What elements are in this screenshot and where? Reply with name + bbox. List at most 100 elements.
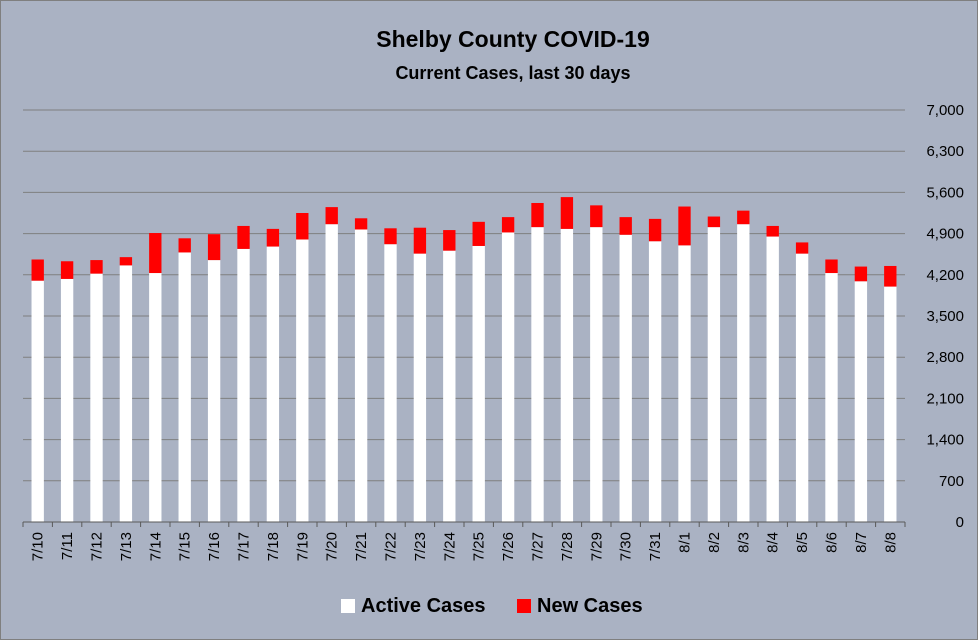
bar-active-cases (590, 227, 603, 522)
bar-new-cases (443, 230, 456, 251)
x-tick-label: 7/19 (294, 532, 311, 561)
bar-active-cases (325, 224, 338, 522)
x-tick-label: 7/12 (89, 532, 106, 561)
axes: 0 700 1,400 2,100 2,800 3,500 4,200 4,900 5,600 6… (22, 102, 964, 561)
bar-new-cases (354, 218, 368, 230)
bar-active-cases (413, 253, 427, 522)
bar-new-cases (31, 259, 44, 281)
x-tick-label: 7/25 (471, 532, 488, 561)
x-tick-label: 7/30 (618, 532, 635, 561)
x-tick-label: 8/1 (677, 532, 694, 553)
bar-new-cases (707, 216, 721, 228)
bar-new-cases (178, 238, 191, 253)
bar-new-cases (266, 228, 280, 247)
legend-swatch-new (517, 599, 531, 613)
bar-active-cases (296, 239, 309, 522)
bars (31, 197, 897, 523)
x-tick-label: 7/28 (559, 532, 576, 561)
bar-active-cases (207, 260, 221, 522)
bar-new-cases (678, 206, 691, 246)
chart-title: Shelby County COVID-19 (376, 26, 649, 52)
bar-new-cases (149, 233, 162, 274)
x-tick-label: 7/26 (500, 532, 517, 561)
bar-new-cases (325, 207, 338, 225)
y-tick-label: 1,400 (926, 432, 964, 449)
x-tick-label: 7/11 (59, 532, 76, 560)
bar-active-cases (825, 273, 838, 522)
bar-new-cases (119, 257, 133, 266)
x-tick-label: 7/31 (647, 532, 664, 561)
x-tick-label: 7/21 (353, 532, 370, 561)
bar-active-cases (531, 227, 544, 522)
bar-new-cases (884, 265, 897, 287)
bar-active-cases (854, 281, 868, 522)
bar-new-cases (590, 205, 603, 228)
bar-active-cases (149, 273, 162, 522)
bar-new-cases (795, 242, 809, 254)
legend-label-new: New Cases (537, 595, 643, 617)
y-tick-label: 3,500 (926, 308, 964, 325)
bar-new-cases (854, 266, 868, 282)
bar-active-cases (119, 265, 133, 522)
bar-active-cases (266, 246, 280, 522)
bar-active-cases (237, 248, 250, 522)
x-tick-label: 7/18 (265, 532, 282, 561)
x-tick-label: 7/10 (30, 532, 47, 561)
bar-new-cases (619, 217, 632, 235)
x-tick-label: 7/27 (530, 532, 547, 561)
chart-subtitle: Current Cases, last 30 days (395, 63, 630, 83)
bar-new-cases (560, 197, 574, 229)
bar-active-cases (648, 241, 662, 522)
bar-new-cases (90, 260, 103, 274)
y-tick-label: 2,100 (926, 390, 964, 407)
bar-active-cases (884, 286, 897, 522)
y-tick-label: 7,000 (926, 102, 964, 119)
bar-active-cases (354, 229, 368, 523)
bar-new-cases (237, 225, 250, 249)
y-tick-label: 4,200 (926, 267, 964, 284)
y-tick-label: 5,600 (926, 184, 964, 201)
x-tick-label: 8/7 (853, 532, 870, 553)
bar-active-cases (678, 245, 691, 522)
bar-new-cases (296, 213, 309, 240)
bar-active-cases (60, 278, 74, 522)
y-tick-label: 6,300 (926, 143, 964, 160)
bar-active-cases (795, 253, 809, 522)
bar-new-cases (648, 218, 662, 242)
bar-new-cases (737, 210, 750, 225)
x-tick-label: 7/22 (383, 532, 400, 561)
bar-active-cases (178, 252, 191, 523)
bar-active-cases (707, 227, 721, 522)
x-tick-label: 7/17 (236, 532, 253, 561)
x-tick-label: 8/8 (882, 532, 899, 553)
bar-new-cases (825, 259, 838, 274)
bar-new-cases (766, 225, 779, 237)
x-tick-label: 8/5 (794, 532, 811, 553)
bar-new-cases (384, 228, 397, 245)
x-tick-label: 7/14 (147, 532, 164, 561)
bar-new-cases (207, 234, 221, 261)
bar-active-cases (90, 273, 103, 522)
x-tick-label: 7/24 (441, 532, 458, 561)
x-tick-label: 8/3 (735, 532, 752, 553)
bar-new-cases (501, 217, 515, 233)
bar-active-cases (766, 236, 779, 523)
x-tick-label: 8/4 (765, 532, 782, 553)
y-tick-label: 4,900 (926, 226, 964, 243)
x-tick-label: 7/13 (118, 532, 135, 561)
bar-active-cases (737, 224, 750, 522)
bar-new-cases (413, 227, 427, 254)
legend-label-active: Active Cases (361, 595, 486, 617)
x-tick-label: 7/29 (588, 532, 605, 561)
bar-active-cases (472, 245, 485, 522)
bar-active-cases (501, 232, 515, 522)
bar-active-cases (31, 280, 44, 522)
x-tick-label: 7/20 (324, 532, 341, 561)
bar-new-cases (60, 261, 74, 279)
legend: Active Cases New Cases (341, 595, 643, 617)
bar-active-cases (443, 250, 456, 522)
bar-active-cases (384, 244, 397, 523)
bar-active-cases (619, 234, 632, 522)
